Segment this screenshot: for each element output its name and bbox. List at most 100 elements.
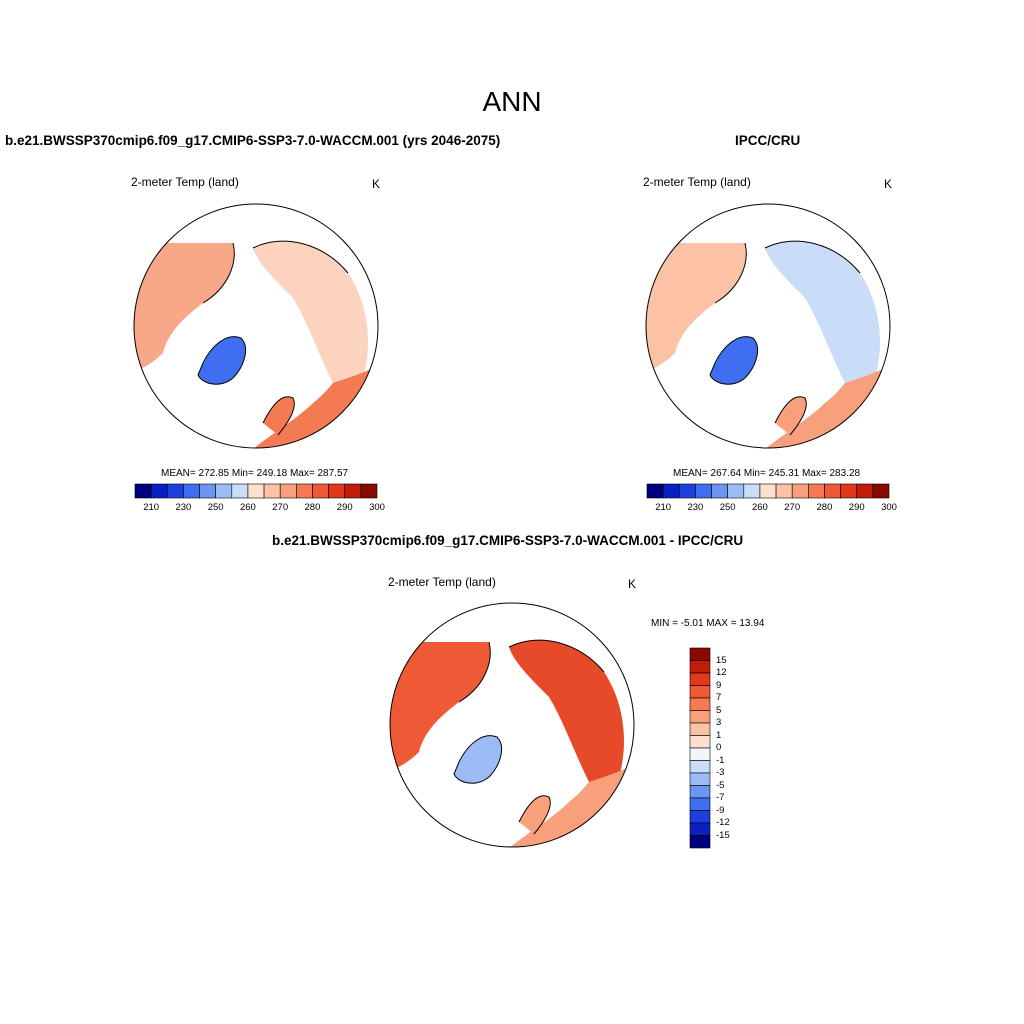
obs-colorbar-tick: 270 [784,502,801,513]
model-colorbar-box [166,483,184,499]
model-colorbar-box [344,483,362,499]
model-case-title: b.e21.BWSSP370cmip6.f09_g17.CMIP6-SSP3-7… [5,133,501,148]
diff-colorbar-tick: -15 [716,829,730,841]
diff-colorbar-box [689,697,711,711]
obs-colorbar-tick: 230 [687,502,704,513]
obs-variable-label: 2-meter Temp (land) [643,175,751,189]
obs-colorbar-labels: 210 230 250 260 270 280 290 300 [647,502,897,514]
diff-colorbar-box [689,772,711,786]
diff-colorbar-tick: 12 [716,667,727,678]
model-colorbar-box [360,483,378,499]
obs-colorbar-tick: 280 [816,502,833,513]
model-colorbar-box [183,483,200,499]
model-colorbar-box [263,483,281,499]
diff-colorbar-box [689,672,711,686]
model-colorbar [134,483,378,499]
obs-colorbar-box [678,483,696,499]
diff-colorbar-tick: -9 [716,804,725,816]
obs-colorbar-box [743,483,761,499]
model-colorbar-tick: 300 [369,502,385,513]
diff-colorbar [689,647,711,849]
model-variable-label: 2-meter Temp (land) [131,175,239,189]
diff-colorbar-tick: 9 [716,679,722,691]
model-greenland-land [198,336,246,385]
obs-greenland-land [710,336,758,385]
obs-colorbar-box [808,483,825,499]
diff-colorbar-box [689,647,711,661]
model-colorbar-box [279,483,297,499]
diff-colorbar-box [689,722,711,736]
obs-colorbar-box [759,483,777,499]
diff-colorbar-box [689,735,711,749]
diff-stats: MIN = -5.01 MAX = 13.94 [651,618,765,629]
diff-colorbar-tick: -5 [716,779,725,791]
obs-colorbar-box [791,483,809,499]
diff-units-label: K [628,577,637,591]
obs-colorbar-box [695,483,712,499]
model-colorbar-box [247,483,265,499]
diff-colorbar-box [689,785,711,799]
obs-eurasia-land [765,241,880,383]
model-colorbar-box [134,483,152,499]
obs-colorbar-box [727,483,745,499]
obs-colorbar-tick: 260 [751,502,768,513]
obs-america-land [646,243,747,373]
diff-greenland-land [454,735,502,784]
model-colorbar-tick: 280 [304,502,321,513]
diff-colorbar-box [689,685,711,699]
diff-variable-label: 2-meter Temp (land) [388,575,496,589]
diff-america-land [390,642,491,772]
model-colorbar-tick: 290 [336,502,353,513]
model-america-land [134,243,235,373]
diff-colorbar-tick: -3 [716,767,725,778]
diff-colorbar-tick: 15 [716,654,727,666]
obs-colorbar-box [775,483,793,499]
diff-colorbar-box [689,822,711,836]
diff-case-title: b.e21.BWSSP370cmip6.f09_g17.CMIP6-SSP3-7… [272,533,744,548]
diff-colorbar-tick: 0 [716,742,722,753]
model-colorbar-box [296,483,313,499]
diff-colorbar-tick: 7 [716,692,722,703]
model-colorbar-tick: 270 [272,502,289,513]
obs-colorbar-box [662,483,680,499]
obs-scandinavia-land [775,396,807,435]
obs-colorbar-box [872,483,890,499]
obs-colorbar-box [646,483,664,499]
obs-colorbar-tick: 250 [719,502,736,513]
obs-colorbar-tick: 290 [848,502,865,513]
model-colorbar-box [215,483,233,499]
obs-colorbar-box [856,483,874,499]
obs-colorbar-box [824,483,841,499]
page-title: ANN [482,86,542,117]
model-stats: MEAN= 272.85 Min= 249.18 Max= 287.57 [161,468,349,479]
model-colorbar-box [150,483,168,499]
model-colorbar-box [199,483,216,499]
obs-polar-map [645,203,891,449]
model-scandinavia-land [263,396,295,435]
obs-units-label: K [884,177,893,191]
model-colorbar-box [231,483,249,499]
diff-colorbar-tick: 1 [716,729,722,741]
diff-colorbar-tick: 5 [716,704,722,716]
obs-colorbar [646,483,890,499]
diff-colorbar-tick: 3 [716,717,722,728]
diff-colorbar-box [689,835,711,849]
obs-colorbar-tick: 300 [881,502,897,513]
diff-colorbar-box [689,810,711,824]
model-colorbar-tick: 210 [143,502,160,513]
model-units-label: K [372,177,381,191]
obs-colorbar-box [840,483,858,499]
diff-colorbar-tick: -1 [716,754,725,766]
obs-case-title: IPCC/CRU [735,133,801,148]
diff-colorbar-box [689,797,711,811]
model-colorbar-box [328,483,346,499]
model-colorbar-tick: 260 [239,502,256,513]
model-colorbar-labels: 210 230 250 260 270 280 290 300 [135,502,385,514]
diff-colorbar-tick: -12 [716,817,730,828]
obs-colorbar-box [711,483,728,499]
diff-colorbar-box [689,747,711,761]
model-eurasia-land [253,241,368,383]
diff-colorbar-box [689,660,711,674]
obs-stats: MEAN= 267.64 Min= 245.31 Max= 283.28 [673,468,861,479]
obs-colorbar-tick: 210 [655,502,672,513]
